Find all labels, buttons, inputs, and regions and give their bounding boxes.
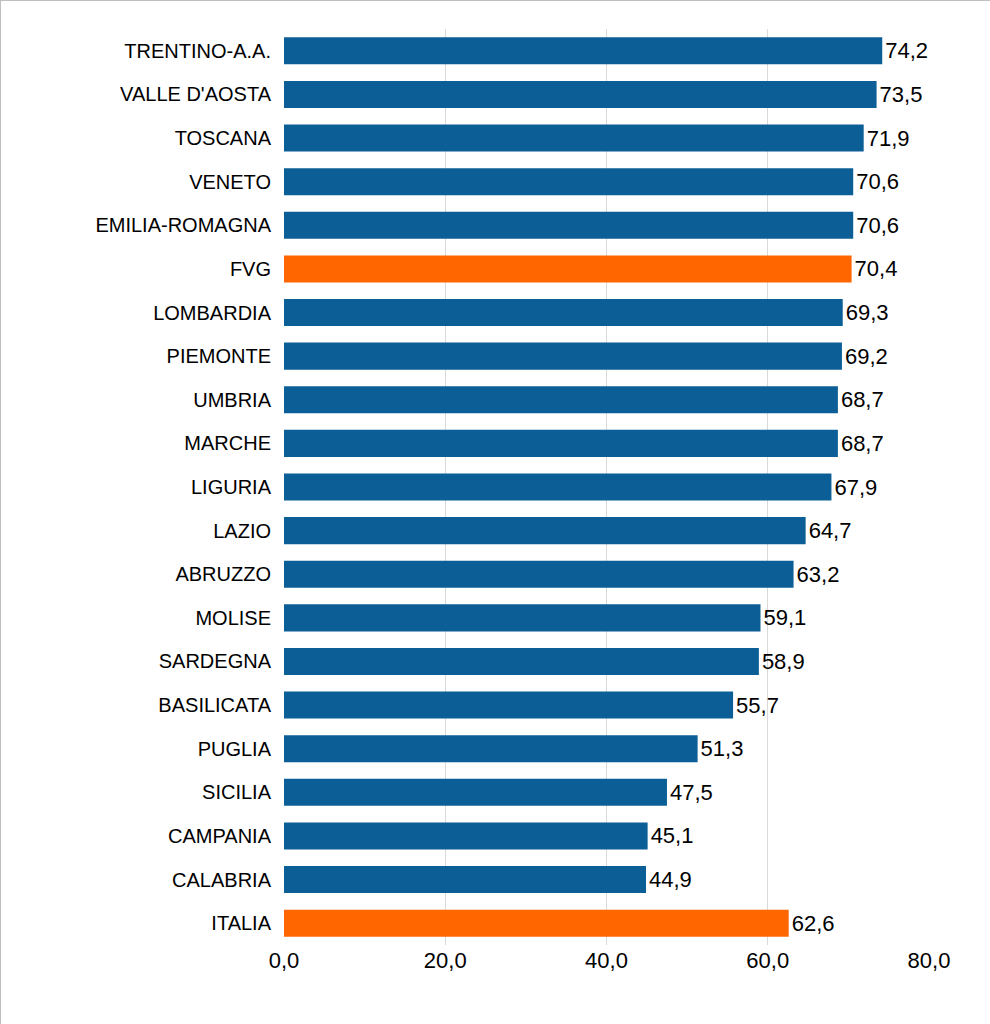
svg-text:BASILICATA: BASILICATA: [158, 694, 271, 716]
svg-text:UMBRIA: UMBRIA: [193, 389, 271, 411]
svg-text:MARCHE: MARCHE: [184, 432, 271, 454]
svg-text:47,5: 47,5: [670, 780, 713, 805]
svg-text:PIEMONTE: PIEMONTE: [167, 345, 271, 367]
svg-text:69,3: 69,3: [846, 300, 889, 325]
svg-text:PUGLIA: PUGLIA: [198, 738, 272, 760]
svg-text:LOMBARDIA: LOMBARDIA: [153, 302, 271, 324]
svg-text:67,9: 67,9: [834, 475, 877, 500]
svg-text:SARDEGNA: SARDEGNA: [159, 650, 272, 672]
svg-text:80,0: 80,0: [908, 948, 951, 973]
svg-text:ABRUZZO: ABRUZZO: [175, 563, 271, 585]
svg-text:74,2: 74,2: [885, 38, 928, 63]
svg-text:FVG: FVG: [230, 258, 271, 280]
svg-text:45,1: 45,1: [651, 823, 694, 848]
svg-text:55,7: 55,7: [736, 693, 779, 718]
svg-text:68,7: 68,7: [841, 431, 884, 456]
svg-text:LIGURIA: LIGURIA: [191, 476, 272, 498]
svg-text:51,3: 51,3: [701, 736, 744, 761]
svg-text:20,0: 20,0: [424, 948, 467, 973]
svg-text:63,2: 63,2: [797, 562, 840, 587]
svg-text:MOLISE: MOLISE: [195, 607, 271, 629]
svg-text:59,1: 59,1: [763, 605, 806, 630]
svg-text:71,9: 71,9: [867, 126, 910, 151]
svg-text:58,9: 58,9: [762, 649, 805, 674]
svg-text:62,6: 62,6: [792, 911, 835, 936]
svg-text:70,4: 70,4: [855, 256, 898, 281]
svg-text:73,5: 73,5: [880, 82, 923, 107]
svg-text:ITALIA: ITALIA: [211, 912, 271, 934]
svg-text:SICILIA: SICILIA: [202, 781, 272, 803]
svg-text:44,9: 44,9: [649, 867, 692, 892]
svg-text:LAZIO: LAZIO: [213, 520, 271, 542]
svg-text:VENETO: VENETO: [189, 171, 271, 193]
svg-text:70,6: 70,6: [856, 169, 899, 194]
svg-text:CAMPANIA: CAMPANIA: [168, 825, 272, 847]
svg-text:TOSCANA: TOSCANA: [175, 127, 272, 149]
svg-text:64,7: 64,7: [809, 518, 852, 543]
svg-text:EMILIA-ROMAGNA: EMILIA-ROMAGNA: [95, 214, 271, 236]
svg-text:40,0: 40,0: [585, 948, 628, 973]
svg-text:60,0: 60,0: [746, 948, 789, 973]
svg-text:CALABRIA: CALABRIA: [172, 869, 272, 891]
svg-text:68,7: 68,7: [841, 387, 884, 412]
svg-text:70,6: 70,6: [856, 213, 899, 238]
svg-text:69,2: 69,2: [845, 344, 888, 369]
svg-text:VALLE D'AOSTA: VALLE D'AOSTA: [120, 83, 272, 105]
svg-text:TRENTINO-A.A.: TRENTINO-A.A.: [124, 40, 271, 62]
svg-text:0,0: 0,0: [269, 948, 300, 973]
